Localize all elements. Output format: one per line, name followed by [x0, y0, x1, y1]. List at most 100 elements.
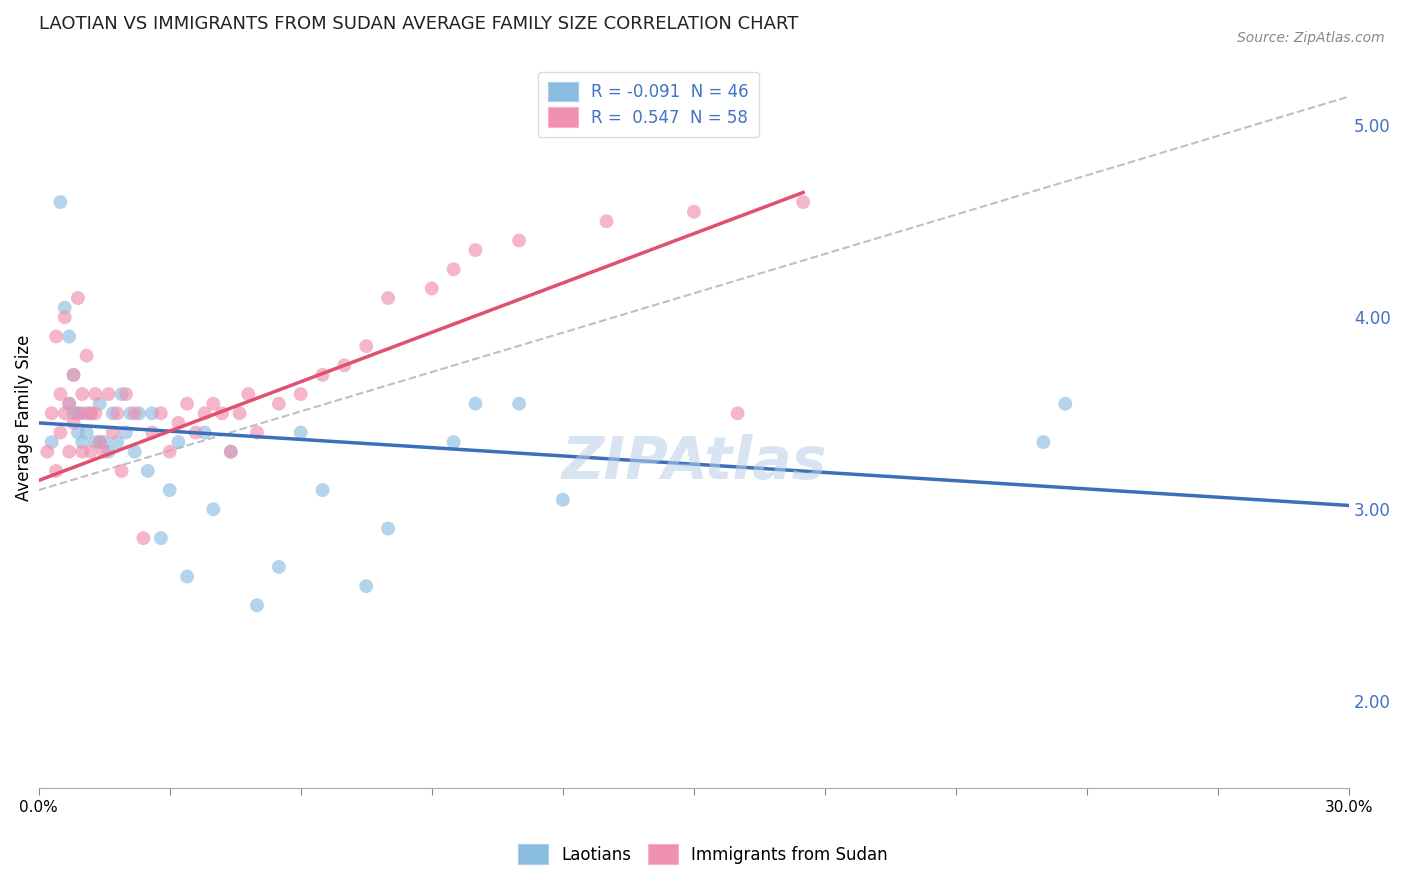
Point — [80, 444, 103, 458]
Point — [66, 425, 89, 440]
Point — [219, 444, 242, 458]
Point — [49, 425, 72, 440]
Point — [62, 368, 84, 382]
Point — [70, 444, 93, 458]
Point — [49, 195, 72, 210]
Point — [595, 214, 617, 228]
Point — [62, 416, 84, 430]
Point — [110, 464, 132, 478]
Legend: R = -0.091  N = 46, R =  0.547  N = 58: R = -0.091 N = 46, R = 0.547 N = 58 — [537, 71, 758, 136]
Point — [66, 406, 89, 420]
Point — [202, 397, 225, 411]
Point — [1032, 435, 1054, 450]
Point — [66, 406, 89, 420]
Point — [443, 262, 465, 277]
Point — [211, 406, 233, 420]
Point — [84, 406, 107, 420]
Point — [97, 387, 120, 401]
Point — [76, 349, 98, 363]
Point — [420, 281, 443, 295]
Point — [84, 387, 107, 401]
Text: ZIPAtlas: ZIPAtlas — [561, 434, 827, 491]
Point — [194, 406, 217, 420]
Point — [101, 406, 124, 420]
Point — [184, 425, 207, 440]
Point — [58, 397, 80, 411]
Point — [377, 522, 399, 536]
Point — [105, 435, 128, 450]
Point — [727, 406, 749, 420]
Point — [202, 502, 225, 516]
Point — [354, 579, 377, 593]
Point — [37, 444, 59, 458]
Point — [1054, 397, 1077, 411]
Point — [89, 435, 111, 450]
Point — [354, 339, 377, 353]
Point — [124, 406, 146, 420]
Point — [84, 435, 107, 450]
Point — [105, 406, 128, 420]
Point — [792, 195, 814, 210]
Point — [58, 397, 80, 411]
Point — [141, 425, 163, 440]
Point — [58, 329, 80, 343]
Y-axis label: Average Family Size: Average Family Size — [15, 334, 32, 501]
Point — [62, 406, 84, 420]
Point — [267, 560, 290, 574]
Point — [219, 444, 242, 458]
Point — [167, 435, 190, 450]
Point — [70, 387, 93, 401]
Point — [80, 406, 103, 420]
Point — [167, 416, 190, 430]
Point — [551, 492, 574, 507]
Point — [683, 204, 706, 219]
Point — [70, 406, 93, 420]
Text: Source: ZipAtlas.com: Source: ZipAtlas.com — [1237, 31, 1385, 45]
Point — [115, 425, 138, 440]
Point — [41, 406, 63, 420]
Point — [45, 464, 67, 478]
Point — [110, 387, 132, 401]
Point — [333, 359, 356, 373]
Point — [66, 291, 89, 305]
Point — [267, 397, 290, 411]
Point — [464, 397, 486, 411]
Point — [194, 425, 217, 440]
Text: LAOTIAN VS IMMIGRANTS FROM SUDAN AVERAGE FAMILY SIZE CORRELATION CHART: LAOTIAN VS IMMIGRANTS FROM SUDAN AVERAGE… — [38, 15, 799, 33]
Point — [290, 387, 312, 401]
Point — [101, 425, 124, 440]
Point — [120, 406, 142, 420]
Point — [76, 425, 98, 440]
Point — [45, 329, 67, 343]
Point — [124, 444, 146, 458]
Point — [228, 406, 250, 420]
Point — [238, 387, 260, 401]
Point — [62, 368, 84, 382]
Point — [290, 425, 312, 440]
Point — [176, 569, 198, 583]
Point — [132, 531, 155, 545]
Point — [159, 444, 181, 458]
Point — [76, 406, 98, 420]
Point — [311, 483, 333, 497]
Point — [58, 444, 80, 458]
Point — [53, 406, 76, 420]
Point — [49, 387, 72, 401]
Point — [97, 444, 120, 458]
Point — [508, 234, 530, 248]
Point — [246, 425, 269, 440]
Point — [53, 301, 76, 315]
Point — [70, 435, 93, 450]
Point — [128, 406, 150, 420]
Point — [89, 397, 111, 411]
Point — [176, 397, 198, 411]
Point — [93, 444, 115, 458]
Point — [115, 387, 138, 401]
Legend: Laotians, Immigrants from Sudan: Laotians, Immigrants from Sudan — [512, 838, 894, 871]
Point — [80, 406, 103, 420]
Point — [53, 310, 76, 325]
Point — [149, 406, 172, 420]
Point — [159, 483, 181, 497]
Point — [141, 406, 163, 420]
Point — [136, 464, 159, 478]
